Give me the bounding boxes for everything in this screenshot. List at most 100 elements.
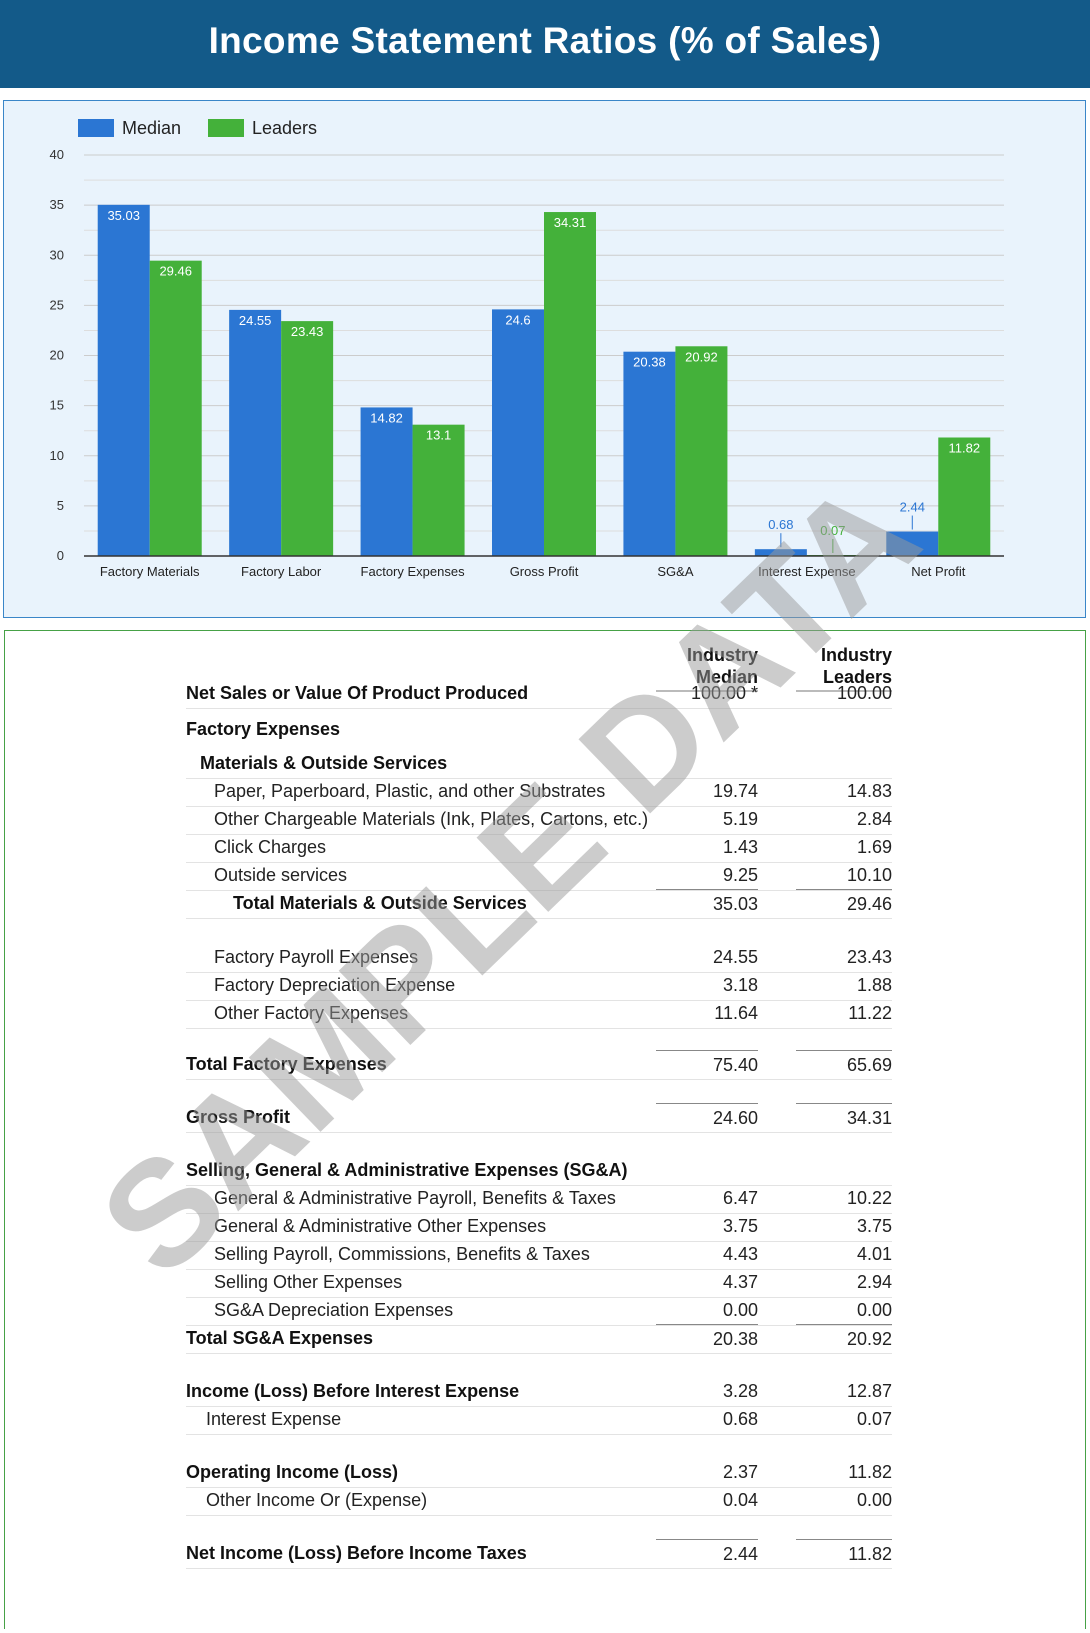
col-header-median-line1: Industry xyxy=(686,645,758,665)
table-row: Selling, General & Administrative Expens… xyxy=(186,1156,892,1186)
row-label: Selling Payroll, Commissions, Benefits &… xyxy=(214,1244,590,1264)
table-row: Income (Loss) Before Interest Expense 3.2… xyxy=(186,1377,892,1407)
median-value: 20.38 xyxy=(656,1324,758,1354)
y-tick-label: 40 xyxy=(50,147,64,162)
leaders-value: 4.01 xyxy=(856,1244,892,1264)
legend-label-median: Median xyxy=(122,118,181,138)
median-value: 2.37 xyxy=(722,1462,758,1482)
data-label: 0.68 xyxy=(768,517,793,532)
table-row: Factory Payroll Expenses 24.55 23.43 xyxy=(186,943,892,973)
median-value: 3.28 xyxy=(722,1381,758,1401)
table-row: Other Factory Expenses 11.64 11.22 xyxy=(186,999,892,1029)
leaders-value: 12.87 xyxy=(846,1381,892,1401)
chart-svg: 0 5 10 15 20 25 30 35 40 35.03 29.46 Factory Materi… xyxy=(50,118,1004,579)
leaders-value: 11.22 xyxy=(848,1003,892,1023)
y-tick-label: 25 xyxy=(50,297,64,312)
table-row: Operating Income (Loss) 2.37 11.82 xyxy=(186,1458,892,1488)
data-label: 29.46 xyxy=(159,264,192,279)
y-tick-label: 20 xyxy=(50,348,64,363)
bar-leaders xyxy=(149,260,202,556)
median-value: 0.04 xyxy=(722,1490,758,1510)
y-tick-label: 5 xyxy=(57,498,64,513)
row-label: Other Factory Expenses xyxy=(214,1003,409,1023)
median-value: 19.74 xyxy=(712,781,758,801)
data-label: 2.44 xyxy=(900,500,925,515)
row-label: Materials & Outside Services xyxy=(200,753,448,773)
leaders-value: 10.22 xyxy=(846,1188,892,1208)
income-statement-table xyxy=(4,630,1086,1629)
data-label: 20.92 xyxy=(685,349,718,364)
row-label: Total Factory Expenses xyxy=(186,1054,387,1074)
median-value: 0.68 xyxy=(722,1409,758,1429)
leaders-value: 34.31 xyxy=(796,1103,892,1133)
data-label: 20.38 xyxy=(633,355,666,370)
x-tick-label: Factory Labor xyxy=(241,564,322,579)
leaders-value: 23.43 xyxy=(846,947,892,967)
data-label: 34.31 xyxy=(554,215,587,230)
row-label: Net Income (Loss) Before Income Taxes xyxy=(186,1543,527,1563)
leaders-value: 0.00 xyxy=(856,1300,892,1320)
col-header-leaders-line1: Industry xyxy=(820,645,892,665)
median-value: 0.00 xyxy=(722,1300,758,1320)
median-value: 100.00 * xyxy=(690,683,758,703)
row-label: Net Sales or Value Of Product Produced xyxy=(186,683,529,703)
row-label: Gross Profit xyxy=(186,1107,291,1127)
x-tick-label: Gross Profit xyxy=(510,564,579,579)
bar-leaders xyxy=(675,346,728,556)
data-label: 35.03 xyxy=(107,208,140,223)
median-value: 5.19 xyxy=(722,809,758,829)
median-value: 4.37 xyxy=(722,1272,758,1292)
table-row: Factory Depreciation Expense 3.18 1.88 xyxy=(186,971,892,1001)
bar-leaders xyxy=(281,321,334,556)
row-label: Outside services xyxy=(214,865,348,885)
leaders-value: 65.69 xyxy=(796,1050,892,1080)
legend-label-leaders: Leaders xyxy=(252,118,317,138)
leaders-value: 0.07 xyxy=(856,1409,892,1429)
x-tick-label: SG&A xyxy=(657,564,693,579)
table-row: Total Factory Expenses 75.40 65.69 xyxy=(186,1050,892,1080)
leaders-value: 11.82 xyxy=(796,1539,892,1569)
leaders-value: 20.92 xyxy=(796,1324,892,1354)
row-label: SG&A Depreciation Expenses xyxy=(214,1300,454,1320)
table-row: Other Chargeable Materials (Ink, Plates,… xyxy=(186,805,892,835)
x-tick-label: Net Profit xyxy=(911,564,966,579)
leaders-value: 14.83 xyxy=(846,781,892,801)
leaders-value: 1.69 xyxy=(856,837,892,857)
table-row: General & Administrative Other Expenses 3… xyxy=(186,1212,892,1242)
median-value: 4.43 xyxy=(722,1244,758,1264)
median-value: 24.55 xyxy=(712,947,758,967)
legend-swatch-leaders xyxy=(208,119,244,137)
bar-median xyxy=(97,204,150,556)
data-label: 0.07 xyxy=(820,523,845,538)
data-label: 13.1 xyxy=(426,428,451,443)
median-value: 35.03 xyxy=(656,889,758,919)
x-tick-label: Factory Expenses xyxy=(361,564,466,579)
leaders-value: 2.94 xyxy=(856,1272,892,1292)
row-label: General & Administrative Payroll, Benefi… xyxy=(214,1188,616,1208)
row-label: General & Administrative Other Expenses xyxy=(214,1216,547,1236)
median-value: 75.40 xyxy=(656,1050,758,1080)
table-row: Interest Expense 0.68 0.07 xyxy=(186,1405,892,1435)
row-label: Total SG&A Expenses xyxy=(186,1328,374,1348)
table-row: Gross Profit 24.60 34.31 xyxy=(186,1103,892,1133)
row-label: Selling Other Expenses xyxy=(214,1272,403,1292)
table-row: Other Income Or (Expense) 0.04 0.00 xyxy=(186,1486,892,1516)
bar-leaders xyxy=(412,424,465,556)
table-row: Click Charges 1.43 1.69 xyxy=(186,833,892,863)
table-row: Total SG&A Expenses 20.38 20.92 xyxy=(186,1324,892,1354)
bar-median xyxy=(886,531,939,556)
table-row: Selling Other Expenses 4.37 2.94 xyxy=(186,1268,892,1298)
table-row: SG&A Depreciation Expenses 0.00 0.00 xyxy=(186,1296,892,1326)
x-tick-label: Factory Materials xyxy=(100,564,200,579)
row-label: Other Income Or (Expense) xyxy=(206,1490,428,1510)
page-title: Income Statement Ratios (% of Sales) xyxy=(208,20,882,61)
data-label: 24.6 xyxy=(505,312,530,327)
table-row: Total Materials & Outside Services 35.03 2… xyxy=(186,889,892,919)
median-value: 2.44 xyxy=(656,1539,758,1569)
median-value: 3.18 xyxy=(722,975,758,995)
median-value: 3.75 xyxy=(722,1216,758,1236)
y-tick-label: 30 xyxy=(50,247,64,262)
median-value: 6.47 xyxy=(722,1188,758,1208)
table-row: Factory Expenses xyxy=(186,715,892,744)
median-value: 11.64 xyxy=(714,1003,758,1023)
